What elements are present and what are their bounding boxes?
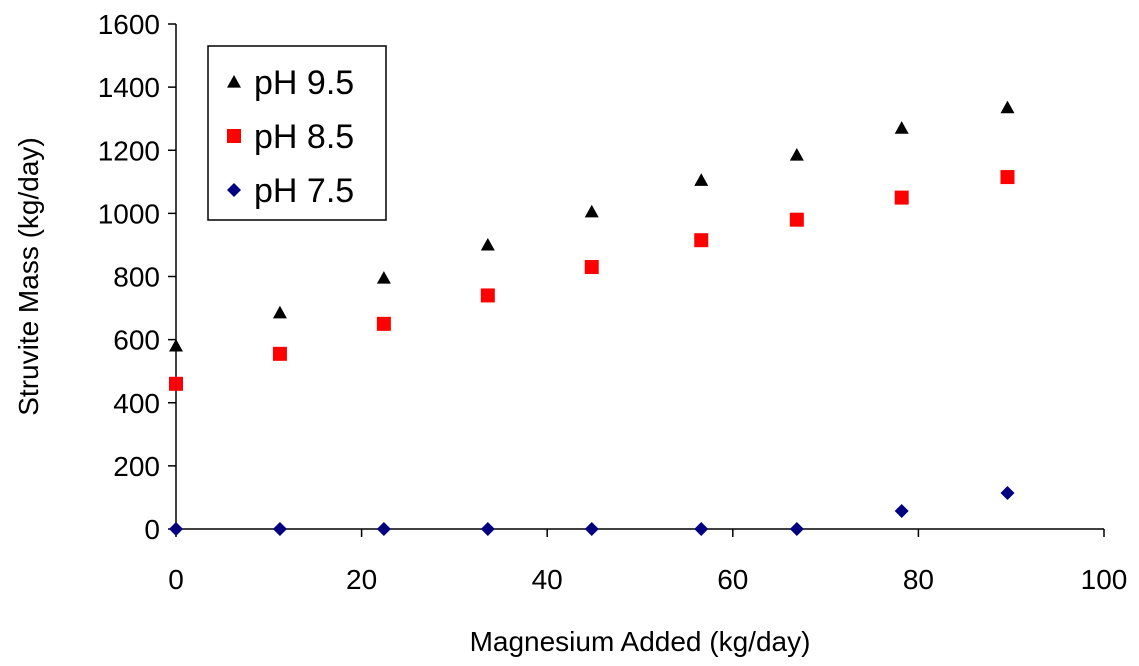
- series-triangle: [169, 100, 1015, 352]
- data-points: [169, 100, 1015, 536]
- data-point: [169, 376, 183, 391]
- data-point: [1000, 486, 1015, 501]
- y-tick-label: 1000: [98, 198, 160, 229]
- data-point: [694, 522, 709, 536]
- y-tick-label: 0: [144, 514, 160, 545]
- y-tick-label: 1600: [98, 9, 160, 40]
- y-tick-label: 1200: [98, 135, 160, 166]
- data-point: [272, 346, 287, 361]
- legend-label: pH 7.5: [254, 172, 354, 210]
- data-point: [894, 504, 909, 519]
- x-tick-label: 100: [1081, 564, 1128, 595]
- data-point: [789, 147, 804, 161]
- data-point: [272, 305, 287, 319]
- y-tick-label: 600: [113, 325, 160, 356]
- legend: pH 9.5 pH 8.5 pH 7.5: [207, 45, 387, 221]
- data-point: [584, 260, 599, 275]
- data-point: [376, 522, 391, 536]
- data-point: [694, 233, 709, 248]
- x-tick-label: 0: [168, 564, 184, 595]
- y-tick-label: 200: [113, 451, 160, 482]
- data-point: [789, 522, 804, 536]
- axes: 0 200 400 600 800 1000 1200 1400 1600 0 20 40 60 80 1…: [98, 9, 1128, 595]
- data-point: [894, 121, 909, 134]
- x-tick-label: 20: [346, 564, 377, 595]
- data-point: [584, 522, 599, 536]
- data-point: [169, 522, 183, 536]
- data-point: [584, 204, 599, 218]
- legend-marker: [227, 129, 241, 143]
- x-tick-label: 40: [532, 564, 563, 595]
- y-ticks: 0 200 400 600 800 1000 1200 1400 1600: [98, 9, 176, 545]
- data-point: [376, 271, 391, 284]
- x-ticks: 0 20 40 60 80 100: [168, 529, 1127, 595]
- legend-item: pH 7.5: [227, 172, 354, 210]
- data-point: [480, 288, 495, 303]
- legend-item: pH 8.5: [227, 118, 354, 156]
- x-axis-title: Magnesium Added (kg/day): [470, 626, 811, 657]
- y-tick-label: 800: [113, 262, 160, 293]
- data-point: [480, 237, 495, 251]
- data-point: [789, 212, 804, 227]
- data-point: [169, 338, 183, 352]
- legend-label: pH 9.5: [254, 64, 354, 102]
- data-point: [272, 522, 287, 536]
- legend-marker: [227, 75, 241, 88]
- legend-items: pH 9.5 pH 8.5 pH 7.5: [227, 64, 354, 210]
- data-point: [694, 173, 709, 186]
- data-point: [376, 316, 391, 331]
- series-square: [169, 170, 1015, 391]
- data-point: [1000, 100, 1015, 114]
- x-tick-label: 60: [717, 564, 748, 595]
- legend-label: pH 8.5: [254, 118, 354, 156]
- data-point: [1000, 170, 1015, 185]
- data-point: [894, 190, 909, 205]
- legend-marker: [227, 183, 241, 197]
- data-point: [480, 522, 495, 536]
- y-tick-label: 1400: [98, 72, 160, 103]
- x-tick-label: 80: [903, 564, 934, 595]
- series-diamond: [169, 486, 1015, 536]
- y-tick-label: 400: [113, 388, 160, 419]
- y-axis-title: Struvite Mass (kg/day): [13, 137, 44, 416]
- legend-item: pH 9.5: [227, 64, 354, 102]
